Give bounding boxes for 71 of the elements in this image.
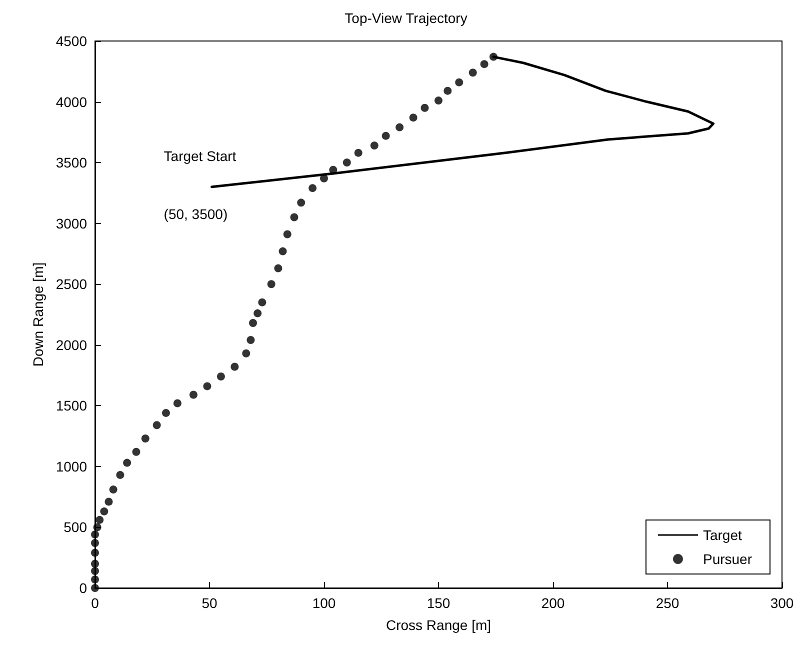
x-tick-label: 100 (312, 595, 336, 611)
point (370, 142, 378, 150)
point (420, 104, 429, 112)
point (246, 336, 255, 344)
point (258, 298, 266, 306)
point (254, 309, 262, 318)
x-tick-label: 50 (202, 595, 218, 611)
point (152, 421, 161, 430)
point (93, 523, 102, 532)
point (342, 158, 351, 167)
point (455, 78, 464, 86)
legend-label: Target (702, 527, 742, 543)
point (141, 434, 150, 442)
chart-title: Top-View Trajectory (344, 10, 468, 26)
legend-label: Pursuer (702, 551, 752, 567)
point (116, 470, 124, 479)
point (396, 123, 404, 132)
point (409, 114, 418, 122)
y-tick-label: 3500 (56, 154, 88, 171)
point (297, 198, 306, 207)
y-tick-label: 0 (79, 580, 88, 596)
y-tick-label: 4500 (56, 33, 88, 49)
point (91, 560, 99, 568)
point (203, 382, 212, 390)
point (100, 507, 108, 516)
point (173, 399, 182, 408)
point (242, 349, 250, 358)
point (230, 362, 239, 371)
point (308, 184, 317, 192)
point (123, 458, 132, 467)
point (189, 390, 198, 399)
y-tick-label: 4000 (56, 94, 88, 110)
point (91, 584, 99, 592)
point (444, 86, 452, 95)
x-tick-label: 250 (656, 595, 680, 611)
y-tick-label: 3000 (56, 215, 88, 232)
x-axis-title: Cross Range [m] (386, 617, 492, 633)
point (91, 575, 99, 584)
point (91, 548, 99, 557)
annotation: Target Start (164, 148, 236, 164)
point (132, 448, 140, 456)
point (216, 372, 225, 380)
point (434, 96, 442, 105)
point (290, 213, 298, 222)
y-tick-label: 1000 (56, 458, 88, 474)
point (109, 486, 118, 494)
y-tick-label: 2500 (56, 276, 88, 292)
point (96, 516, 104, 524)
y-tick-label: 2000 (56, 336, 88, 353)
point (274, 264, 282, 272)
point (267, 280, 276, 288)
point (278, 247, 287, 256)
point (249, 319, 258, 328)
point (91, 530, 99, 539)
y-axis-title: Down Range [m] (30, 262, 46, 367)
x-tick-label: 200 (541, 595, 565, 611)
point (354, 148, 362, 157)
x-tick-label: 300 (770, 595, 794, 611)
point (91, 566, 99, 575)
x-tick-label: 0 (91, 595, 100, 611)
point (480, 60, 488, 68)
point (104, 498, 113, 506)
point (382, 132, 390, 140)
annotation: (50, 3500) (164, 206, 228, 222)
point (468, 68, 477, 77)
point (91, 539, 99, 548)
point (162, 408, 170, 417)
y-tick-label: 500 (64, 519, 88, 536)
x-tick-label: 150 (426, 595, 450, 611)
point (283, 230, 292, 238)
y-tick-label: 1500 (56, 398, 88, 414)
